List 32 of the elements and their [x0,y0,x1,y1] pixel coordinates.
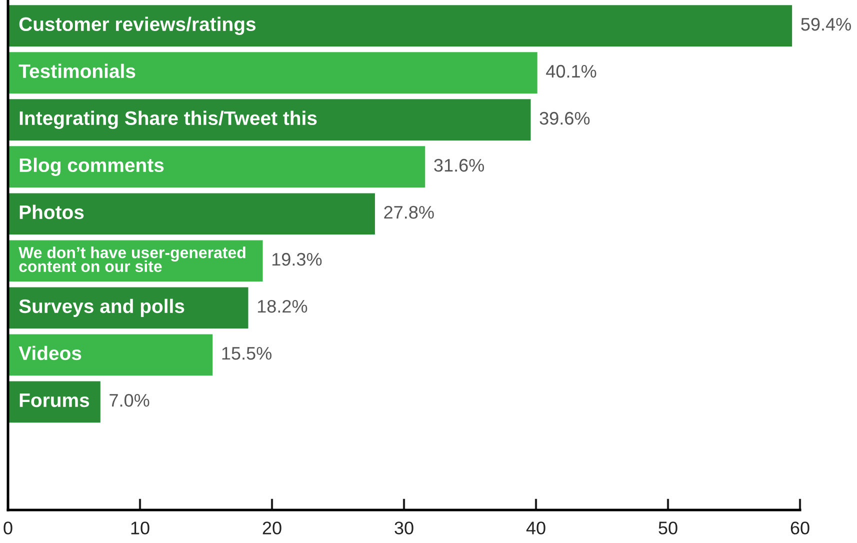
x-tick-label: 20 [262,522,282,534]
data-label: 18.2% [258,300,308,313]
data-label: 31.6% [434,158,484,172]
data-label: 39.6% [540,112,590,125]
data-label: 40.1% [546,64,596,78]
data-label: 19.3% [272,252,322,266]
data-label: 15.5% [222,347,272,360]
y-tick-label: Integrating Share this/Tweet this [20,110,317,129]
data-label: 59.4% [801,18,851,31]
x-tick-label: 30 [394,522,414,534]
y-tick-label: Blog comments [20,158,164,176]
y-tick-label: Testimonials [18,64,136,78]
y-tick-label: Customer reviews/ratings [19,16,256,35]
bar [8,146,426,188]
bar [8,99,531,141]
x-tick-label: 0 [4,522,12,534]
data-label: 7.0% [110,394,150,407]
bar [8,334,213,376]
bar [8,52,538,94]
bar [8,193,375,235]
y-tick-label: Videos [18,346,82,360]
x-tick-label: 50 [658,522,678,534]
y-tick-label: Forums [20,394,90,408]
y-tick-label: Surveys and polls [19,298,184,317]
x-tick-label: 60 [790,522,810,534]
x-tick-label: 40 [526,522,546,534]
x-tick-label: 10 [131,522,150,534]
bar [8,5,792,47]
data-label: 27.8% [384,206,434,219]
bar [8,287,248,329]
y-tick-label: Photos [20,204,84,220]
y-tick-label: We don’t have user-generated content on our site [18,246,246,272]
